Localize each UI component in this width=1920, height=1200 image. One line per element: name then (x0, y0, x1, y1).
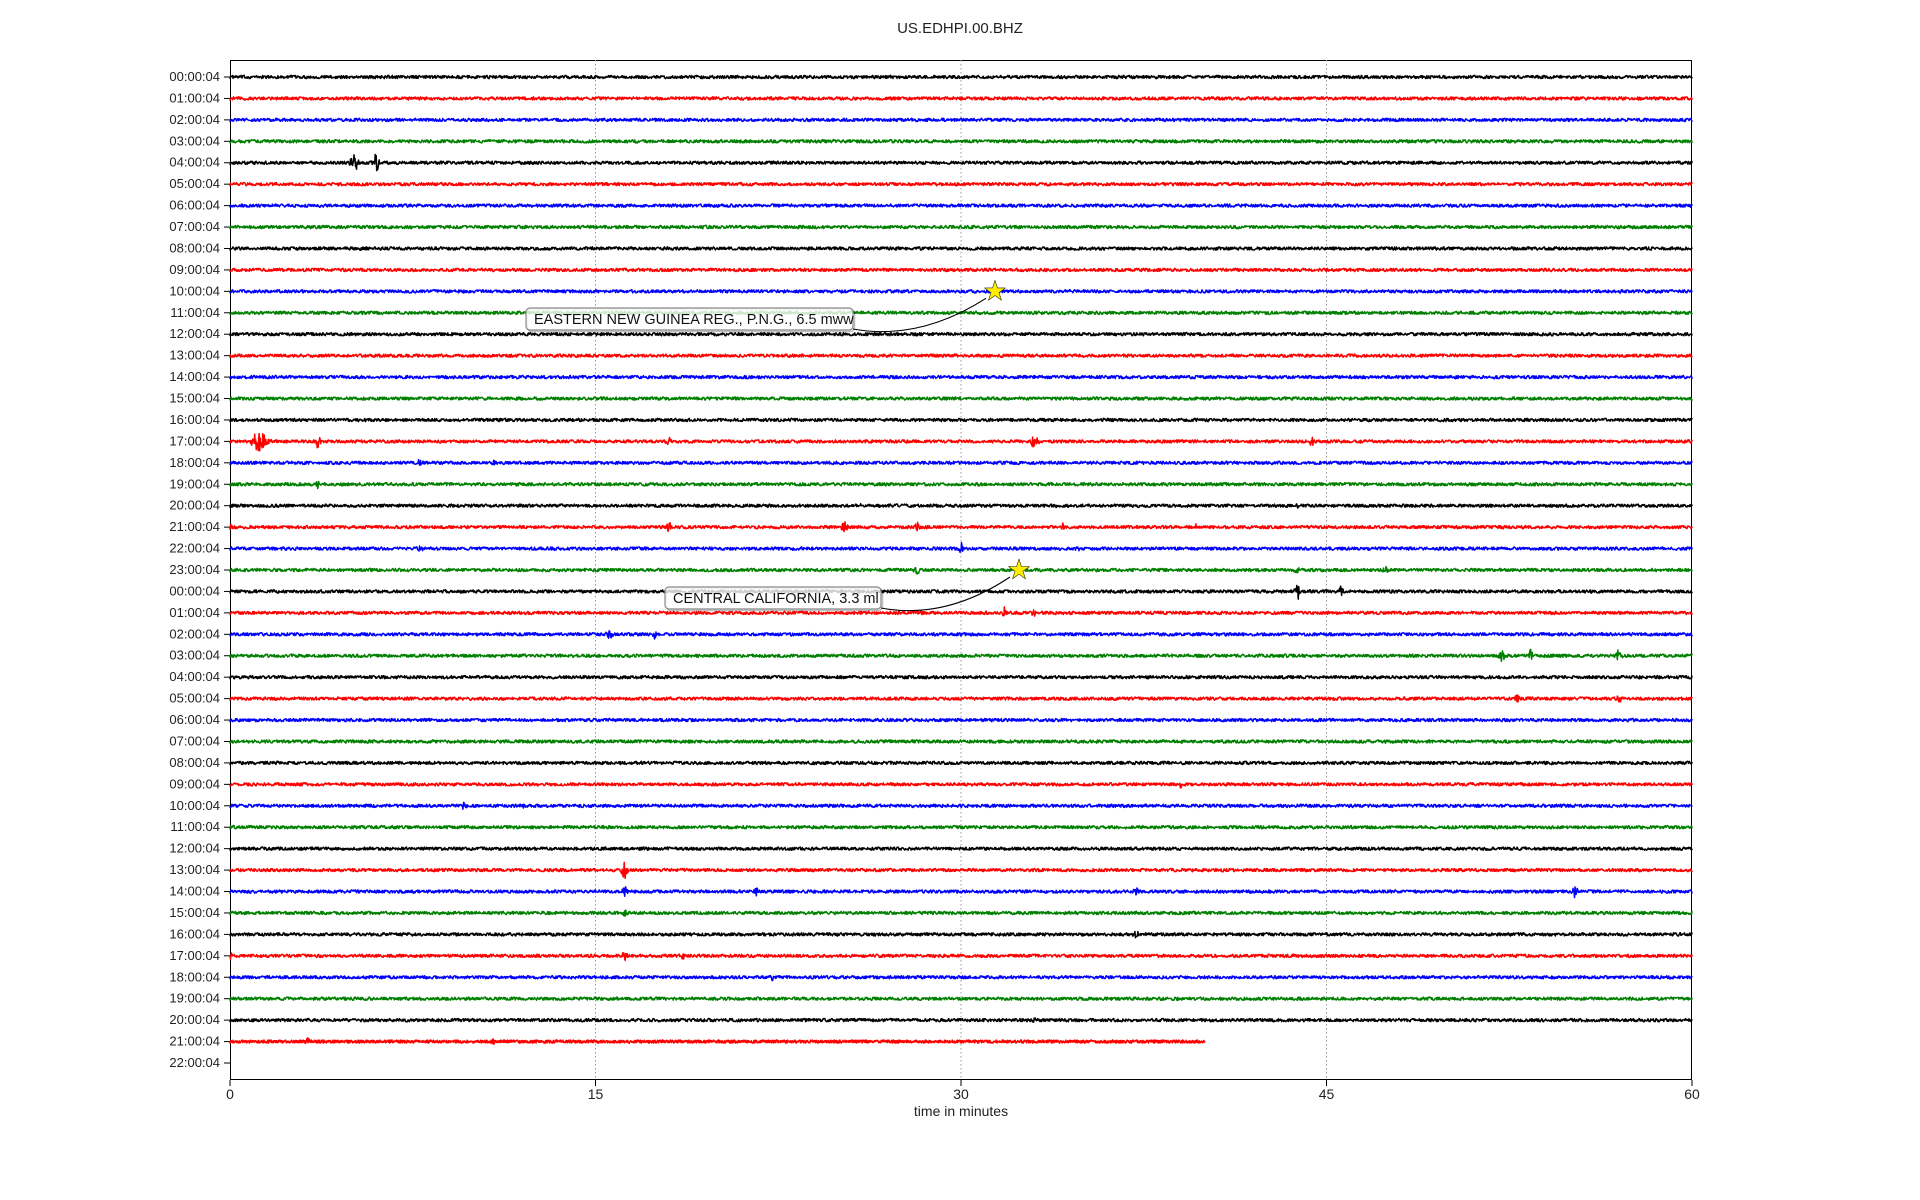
svg-text:16:00:04: 16:00:04 (169, 926, 220, 941)
svg-text:22:00:04: 22:00:04 (169, 541, 220, 556)
svg-text:45: 45 (1319, 1086, 1335, 1102)
svg-text:01:00:04: 01:00:04 (169, 605, 220, 620)
svg-text:06:00:04: 06:00:04 (169, 712, 220, 727)
svg-text:00:00:04: 00:00:04 (169, 583, 220, 598)
svg-text:08:00:04: 08:00:04 (169, 755, 220, 770)
svg-text:0: 0 (226, 1086, 234, 1102)
svg-text:09:00:04: 09:00:04 (169, 262, 220, 277)
svg-text:17:00:04: 17:00:04 (169, 433, 220, 448)
svg-text:15:00:04: 15:00:04 (169, 905, 220, 920)
svg-text:14:00:04: 14:00:04 (169, 884, 220, 899)
svg-text:13:00:04: 13:00:04 (169, 348, 220, 363)
svg-text:22:00:04: 22:00:04 (169, 1055, 220, 1070)
svg-text:14:00:04: 14:00:04 (169, 369, 220, 384)
svg-text:03:00:04: 03:00:04 (169, 648, 220, 663)
svg-text:01:00:04: 01:00:04 (169, 90, 220, 105)
svg-text:16:00:04: 16:00:04 (169, 412, 220, 427)
svg-text:20:00:04: 20:00:04 (169, 1012, 220, 1027)
svg-text:07:00:04: 07:00:04 (169, 733, 220, 748)
svg-text:15: 15 (588, 1086, 604, 1102)
svg-text:02:00:04: 02:00:04 (169, 626, 220, 641)
svg-text:CENTRAL CALIFORNIA, 3.3 ml: CENTRAL CALIFORNIA, 3.3 ml (673, 591, 879, 607)
svg-text:04:00:04: 04:00:04 (169, 669, 220, 684)
svg-text:19:00:04: 19:00:04 (169, 476, 220, 491)
svg-text:12:00:04: 12:00:04 (169, 841, 220, 856)
svg-text:06:00:04: 06:00:04 (169, 198, 220, 213)
svg-text:13:00:04: 13:00:04 (169, 862, 220, 877)
svg-text:EASTERN NEW GUINEA REG., P.N.G: EASTERN NEW GUINEA REG., P.N.G., 6.5 mww (534, 312, 854, 328)
svg-text:60: 60 (1684, 1086, 1700, 1102)
svg-text:05:00:04: 05:00:04 (169, 176, 220, 191)
svg-text:00:00:04: 00:00:04 (169, 69, 220, 84)
svg-text:20:00:04: 20:00:04 (169, 498, 220, 513)
svg-text:10:00:04: 10:00:04 (169, 283, 220, 298)
svg-text:02:00:04: 02:00:04 (169, 112, 220, 127)
svg-text:12:00:04: 12:00:04 (169, 326, 220, 341)
svg-text:21:00:04: 21:00:04 (169, 1034, 220, 1049)
svg-text:17:00:04: 17:00:04 (169, 948, 220, 963)
svg-text:08:00:04: 08:00:04 (169, 240, 220, 255)
svg-text:03:00:04: 03:00:04 (169, 133, 220, 148)
svg-text:19:00:04: 19:00:04 (169, 991, 220, 1006)
svg-text:time in minutes: time in minutes (914, 1103, 1008, 1119)
svg-text:15:00:04: 15:00:04 (169, 391, 220, 406)
svg-text:09:00:04: 09:00:04 (169, 776, 220, 791)
svg-text:05:00:04: 05:00:04 (169, 691, 220, 706)
svg-text:07:00:04: 07:00:04 (169, 219, 220, 234)
svg-text:30: 30 (953, 1086, 969, 1102)
svg-text:18:00:04: 18:00:04 (169, 455, 220, 470)
svg-text:11:00:04: 11:00:04 (170, 819, 220, 834)
svg-text:04:00:04: 04:00:04 (169, 155, 220, 170)
svg-text:21:00:04: 21:00:04 (169, 519, 220, 534)
svg-text:11:00:04: 11:00:04 (170, 305, 220, 320)
svg-text:18:00:04: 18:00:04 (169, 969, 220, 984)
svg-text:10:00:04: 10:00:04 (169, 798, 220, 813)
svg-text:23:00:04: 23:00:04 (169, 562, 220, 577)
